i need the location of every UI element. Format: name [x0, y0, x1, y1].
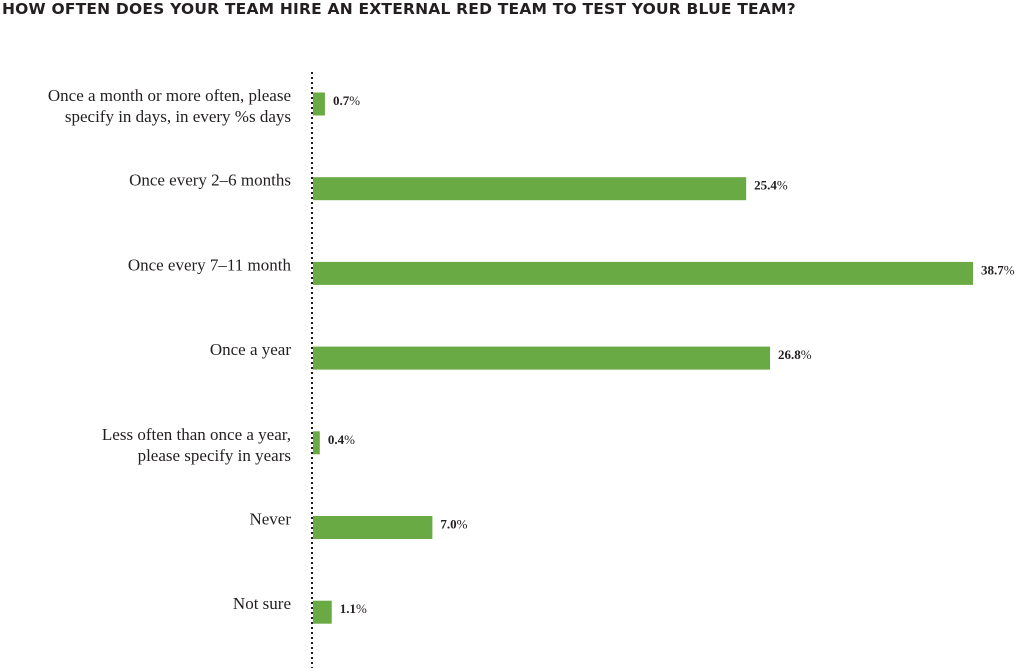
category-label-3: Once a year: [210, 340, 292, 359]
category-label-line: Not sure: [233, 594, 291, 613]
category-label-line: Once a month or more often, please: [48, 86, 291, 105]
category-label-0: Once a month or more often, please specif…: [48, 86, 291, 126]
bars-group: [313, 92, 973, 624]
category-label-5: Never: [249, 510, 291, 529]
bar-6: [313, 600, 332, 624]
category-label-6: Not sure: [233, 594, 291, 613]
category-label-line: Once a year: [210, 340, 292, 359]
category-label-line: please specify in years: [138, 446, 291, 465]
bar-3: [313, 346, 771, 370]
value-labels-group: 0.7% 25.4% 38.7% 26.8% 0.4% 7.0% 1.1%: [328, 93, 1015, 616]
bar-2: [313, 261, 973, 285]
category-label-2: Once every 7–11 month: [128, 255, 292, 274]
bar-4: [313, 431, 320, 455]
category-label-line: Never: [249, 510, 291, 529]
value-label-2: 38.7%: [981, 262, 1015, 277]
category-label-4: Less often than once a year, please speci…: [102, 425, 291, 465]
bar-5: [313, 516, 433, 539]
value-label-4: 0.4%: [328, 432, 355, 447]
value-label-6: 1.1%: [340, 601, 367, 616]
category-label-1: Once every 2–6 months: [129, 171, 291, 190]
category-label-line: Once every 7–11 month: [128, 255, 292, 274]
category-label-line: Once every 2–6 months: [129, 171, 291, 190]
value-label-5: 7.0%: [440, 517, 467, 532]
category-label-line: specify in days, in every %s days: [65, 107, 291, 126]
value-label-0: 0.7%: [333, 93, 360, 108]
bar-1: [313, 177, 747, 201]
category-labels-group: Once a month or more often, please specif…: [48, 86, 292, 613]
value-label-3: 26.8%: [778, 347, 812, 362]
value-label-1: 25.4%: [754, 178, 788, 193]
chart-title: HOW OFTEN DOES YOUR TEAM HIRE AN EXTERNA…: [2, 0, 796, 18]
bar-0: [313, 92, 325, 116]
category-label-line: Less often than once a year,: [102, 425, 291, 444]
